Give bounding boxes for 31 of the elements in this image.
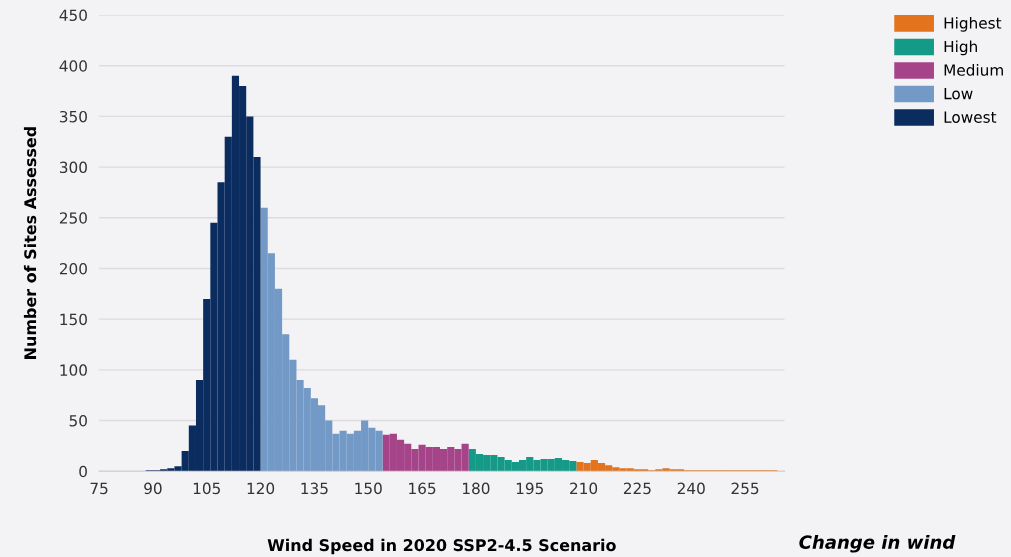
x-tick-label: 150	[355, 482, 382, 495]
x-tick-label: 75	[90, 482, 108, 495]
y-tick-label: 400	[59, 60, 87, 72]
x-tick-label: 180	[463, 482, 490, 495]
y-tick-label: 350	[59, 110, 87, 123]
y-tick-label: 300	[59, 161, 87, 174]
text: Change in wind	[799, 534, 956, 553]
legend-label: Medium	[944, 63, 1003, 76]
y-tick-label: 250	[59, 212, 87, 224]
y-tick-label: 450	[59, 9, 87, 22]
x-tick-label: 240	[677, 482, 705, 495]
legend-label: Low	[944, 87, 973, 100]
x-tick-label: 120	[247, 482, 275, 495]
x-tick-label: 210	[570, 482, 598, 495]
x-tick-label: 105	[193, 482, 220, 495]
legend-label: Highest	[944, 16, 1002, 32]
y-tick-label: 100	[60, 364, 87, 376]
y-tick-label: 0	[79, 465, 87, 478]
legend-label: Lowest	[944, 111, 997, 123]
y-axis-title: Number of Sites Assessed	[23, 127, 37, 359]
y-tick-label: 200	[59, 262, 87, 275]
x-tick-label: 225	[623, 482, 651, 495]
x-tick-label: 165	[409, 482, 436, 495]
y-tick-label: 150	[60, 313, 87, 326]
y-tick-label: 50	[69, 415, 87, 427]
x-axis-title: Wind Speed in 2020 SSP2-4.5 Scenario	[267, 538, 616, 555]
x-tick-label: 90	[144, 482, 162, 495]
x-tick-label: 255	[731, 482, 759, 495]
x-tick-label: 195	[516, 482, 543, 495]
x-tick-label: 135	[301, 482, 328, 495]
legend-label: High	[944, 40, 977, 56]
